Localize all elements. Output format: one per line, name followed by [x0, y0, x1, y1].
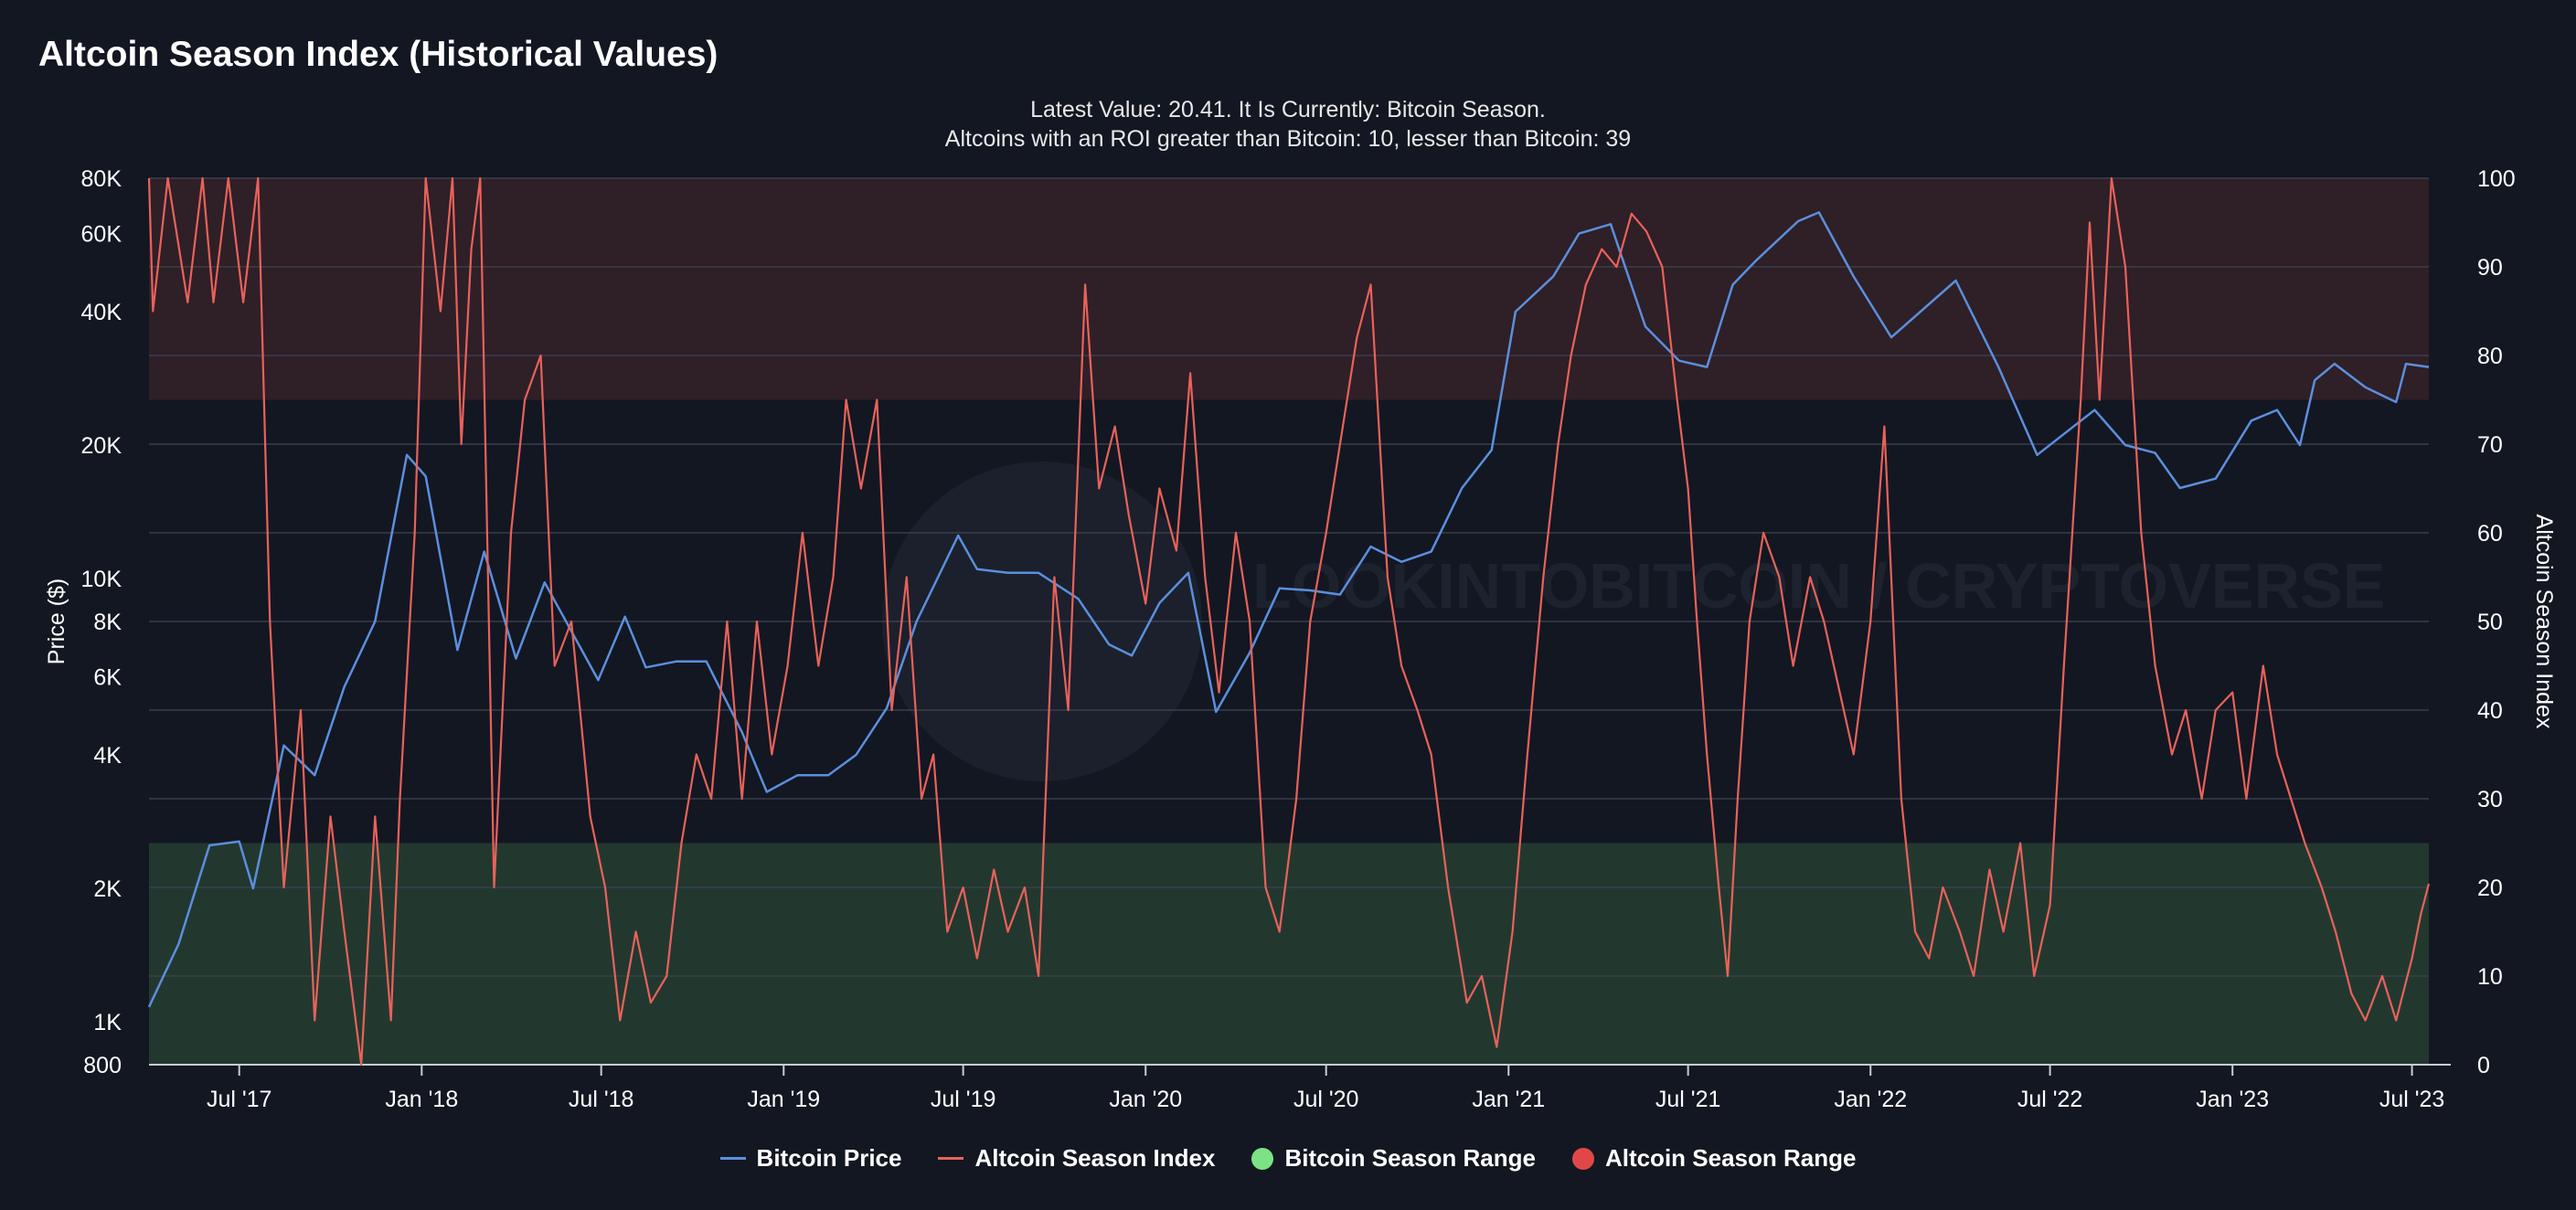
y-right-tick-label: 10	[2477, 964, 2503, 990]
y-right-tick-label: 70	[2477, 432, 2503, 458]
watermark-text: LOOKINTOBITCOIN / CRYPTOVERSE	[1252, 550, 2385, 621]
x-tick-label: Jan '21	[1472, 1087, 1545, 1112]
y-left-tick-label: 1K	[93, 1010, 122, 1035]
y-left-tick-label: 60K	[81, 222, 122, 248]
x-tick-label: Jul '20	[1293, 1087, 1358, 1112]
y-right-tick-label: 0	[2477, 1053, 2490, 1078]
legend-item-bitcoin-season-range[interactable]: Bitcoin Season Range	[1251, 1144, 1536, 1173]
band-altcoin-season-range	[149, 178, 2429, 400]
y-right-tick-label: 20	[2477, 876, 2503, 901]
legend-label-altcoin-season-range: Altcoin Season Range	[1604, 1144, 1857, 1172]
y-left-tick-label: 40K	[81, 300, 122, 325]
y-right-tick-label: 80	[2477, 344, 2503, 369]
legend-swatch-bitcoin-price	[719, 1157, 746, 1160]
y-left-tick-label: 20K	[81, 433, 122, 459]
y-right-tick-label: 30	[2477, 787, 2503, 812]
y-left-tick-label: 80K	[81, 166, 122, 192]
legend-item-altcoin-season-index[interactable]: Altcoin Season Index	[938, 1144, 1215, 1173]
y-left-tick-label: 6K	[93, 665, 122, 691]
x-tick-label: Jul '19	[931, 1087, 995, 1112]
x-tick-label: Jul '17	[207, 1087, 271, 1112]
y-left-tick-label: 800	[83, 1053, 122, 1078]
legend-swatch-bitcoin-season-range	[1251, 1147, 1274, 1170]
x-tick-label: Jan '20	[1109, 1087, 1182, 1112]
y-right-axis-title: Altcoin Season Index	[2531, 515, 2557, 729]
y-left-tick-label: 4K	[93, 743, 122, 769]
x-tick-label: Jan '23	[2196, 1087, 2269, 1112]
y-right-tick-label: 100	[2477, 166, 2516, 192]
x-tick-label: Jan '18	[385, 1087, 458, 1112]
legend-label-bitcoin-season-range: Bitcoin Season Range	[1284, 1144, 1536, 1172]
legend-label-altcoin-season-index: Altcoin Season Index	[974, 1144, 1216, 1172]
chart-subtitle-roi: Altcoins with an ROI greater than Bitcoi…	[944, 126, 1632, 152]
legend-item-bitcoin-price[interactable]: Bitcoin Price	[719, 1144, 902, 1173]
x-tick-label: Jul '22	[2017, 1087, 2082, 1112]
x-tick-label: Jul '18	[569, 1087, 633, 1112]
series-line-altcoin-season-index	[147, 176, 2431, 1067]
band-bitcoin-season-range	[149, 843, 2429, 1065]
x-tick-label: Jan '19	[747, 1087, 820, 1112]
legend: Bitcoin Price Altcoin Season Index Bitco…	[0, 1144, 2576, 1173]
y-right-tick-label: 40	[2477, 698, 2503, 724]
legend-item-altcoin-season-range[interactable]: Altcoin Season Range	[1571, 1144, 1857, 1173]
y-left-axis-title: Price ($)	[44, 578, 69, 664]
legend-swatch-altcoin-season-index	[938, 1157, 964, 1160]
chart-subtitle-latest: Latest Value: 20.41. It Is Currently: Bi…	[1030, 97, 1546, 122]
y-left-tick-label: 8K	[93, 610, 122, 635]
x-tick-label: Jan '22	[1834, 1087, 1907, 1112]
y-left-tick-label: 2K	[93, 876, 122, 902]
y-right-tick-label: 50	[2477, 610, 2503, 635]
y-left-tick-label: 10K	[81, 567, 122, 592]
legend-label-bitcoin-price: Bitcoin Price	[756, 1144, 902, 1172]
x-tick-label: Jul '21	[1655, 1087, 1720, 1112]
chart-title: Altcoin Season Index (Historical Values)	[38, 35, 719, 74]
y-right-tick-label: 90	[2477, 255, 2503, 281]
x-tick-label: Jul '23	[2379, 1087, 2444, 1112]
series-line-bitcoin-price	[147, 211, 2430, 1008]
y-right-tick-label: 60	[2477, 521, 2503, 547]
legend-swatch-altcoin-season-range	[1571, 1147, 1594, 1170]
